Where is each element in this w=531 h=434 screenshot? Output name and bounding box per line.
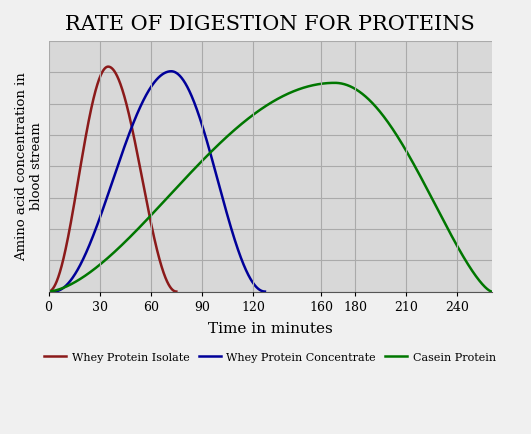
Title: RATE OF DIGESTION FOR PROTEINS: RATE OF DIGESTION FOR PROTEINS	[65, 15, 475, 34]
Legend: Whey Protein Isolate, Whey Protein Concentrate, Casein Protein: Whey Protein Isolate, Whey Protein Conce…	[40, 347, 500, 368]
Y-axis label: Amino acid concentration in
blood stream: Amino acid concentration in blood stream	[15, 72, 43, 261]
X-axis label: Time in minutes: Time in minutes	[208, 322, 332, 336]
